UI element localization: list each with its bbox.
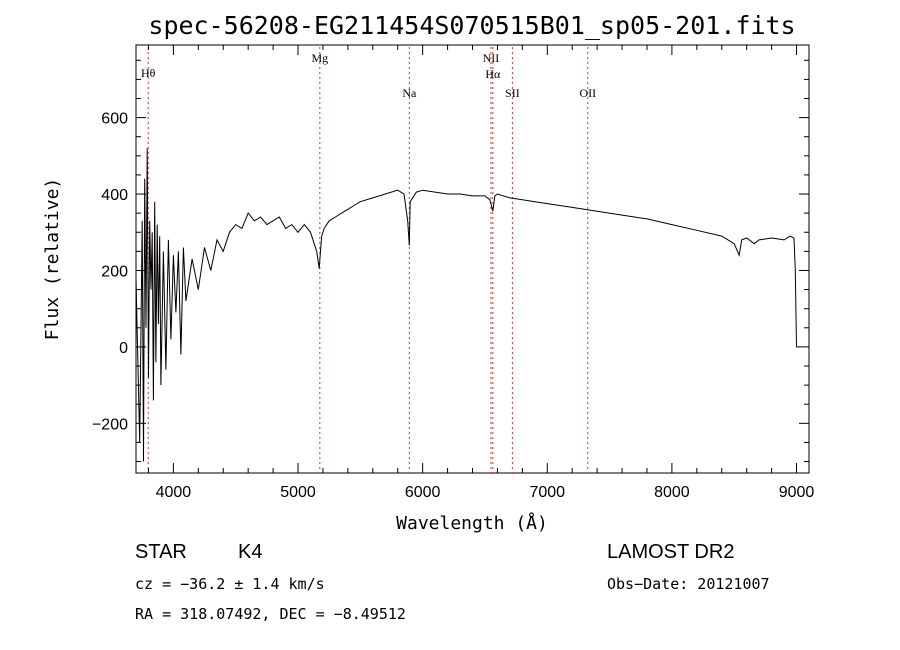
chart-title: spec-56208-EG211454S070515B01_sp05-201.f… [148,11,795,40]
marker-label: Hα [485,67,501,81]
observation-date: Obs−Date: 20121007 [607,575,770,593]
y-tick-label: 600 [101,111,128,128]
y-axis-label: Flux (relative) [42,178,63,341]
y-tick-label: −200 [92,416,128,433]
marker-label: Mg [311,51,328,65]
y-tick-label: 0 [119,340,128,357]
marker-label: SII [505,86,520,100]
x-axis-label: Wavelength (Å) [396,512,548,534]
x-tick-label: 5000 [280,484,316,501]
coordinates: RA = 318.07492, DEC = −8.49512 [135,605,406,623]
x-tick-label: 4000 [156,484,192,501]
spectrum-series-line [135,148,799,462]
x-tick-label: 9000 [779,484,815,501]
plot-frame [135,44,810,474]
marker-label: Hθ [141,66,156,80]
marker-label: Na [402,86,417,100]
y-tick-label: 200 [101,263,128,280]
object-type: STAR [135,541,187,563]
emission-line-markers: Hθ Mg Na NII Hα SII OII [141,47,596,473]
survey-name: LAMOST DR2 [607,541,735,563]
marker-label: NII [483,51,500,65]
x-tick-label: 6000 [405,484,441,501]
spectral-subclass: K4 [238,541,263,563]
redshift-cz: cz = −36.2 ± 1.4 km/s [135,575,325,593]
y-tick-label: 400 [101,187,128,204]
x-tick-label: 7000 [529,484,565,501]
x-tick-label: 8000 [654,484,690,501]
marker-label: OII [579,86,596,100]
axis-tick-labels: 4000 5000 6000 7000 8000 9000 −200 0 200 400 600 [92,111,814,501]
axis-ticks [136,45,809,473]
